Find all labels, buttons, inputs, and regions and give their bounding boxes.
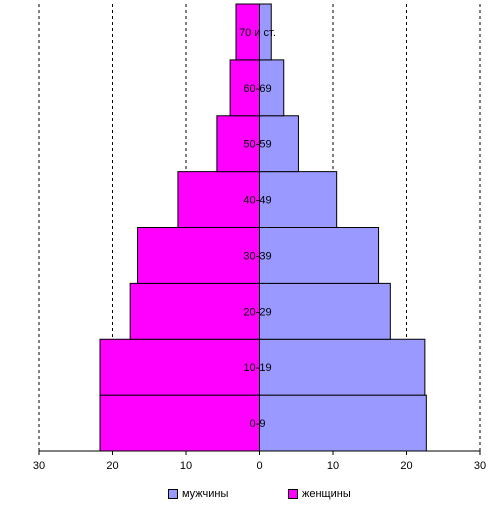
legend-swatch-men: [168, 489, 178, 499]
bar-women-1: [99, 338, 260, 396]
bar-men-2: [259, 282, 391, 340]
category-label-4: 40-49: [243, 195, 271, 207]
category-label-2: 20-29: [243, 306, 271, 318]
chart-legend: мужчины женщины: [0, 488, 495, 504]
bar-women-4: [177, 171, 260, 228]
category-label-5: 50-59: [243, 139, 271, 151]
x-tick-label-2: 10: [180, 460, 192, 472]
legend-item-men: мужчины: [168, 488, 228, 500]
bar-women-3: [136, 227, 261, 284]
bar-women-2: [129, 282, 260, 340]
legend-item-women: женщины: [288, 488, 351, 500]
category-label-7: 70 и ст.: [239, 27, 276, 39]
category-label-1: 10-19: [243, 362, 271, 374]
bar-men-6: [259, 59, 285, 117]
legend-label-men: мужчины: [182, 488, 229, 500]
category-label-3: 30-39: [243, 250, 271, 262]
bar-men-7: [259, 3, 272, 61]
x-tick-label-4: 10: [327, 460, 339, 472]
x-tick-label-3: 0: [256, 460, 262, 472]
x-tick-label-1: 20: [106, 460, 118, 472]
bar-women-0: [99, 394, 260, 452]
population-pyramid-chart: 0-9 10-19 20-29 30-39 40-49 50-59 60-69 70 и ст…: [33, 3, 486, 472]
bar-men-3: [259, 227, 380, 284]
bar-men-0: [259, 394, 427, 452]
legend-swatch-women: [288, 489, 298, 499]
legend-label-women: женщины: [302, 488, 351, 500]
category-label-6: 60-69: [243, 83, 271, 95]
bar-men-1: [259, 338, 426, 396]
bar-women-6: [229, 59, 261, 117]
category-label-0: 0-9: [250, 418, 266, 430]
x-tick-label-0: 30: [33, 460, 45, 472]
x-tick-label-6: 30: [474, 460, 486, 472]
bar-men-4: [259, 171, 338, 228]
x-tick-label-5: 20: [400, 460, 412, 472]
